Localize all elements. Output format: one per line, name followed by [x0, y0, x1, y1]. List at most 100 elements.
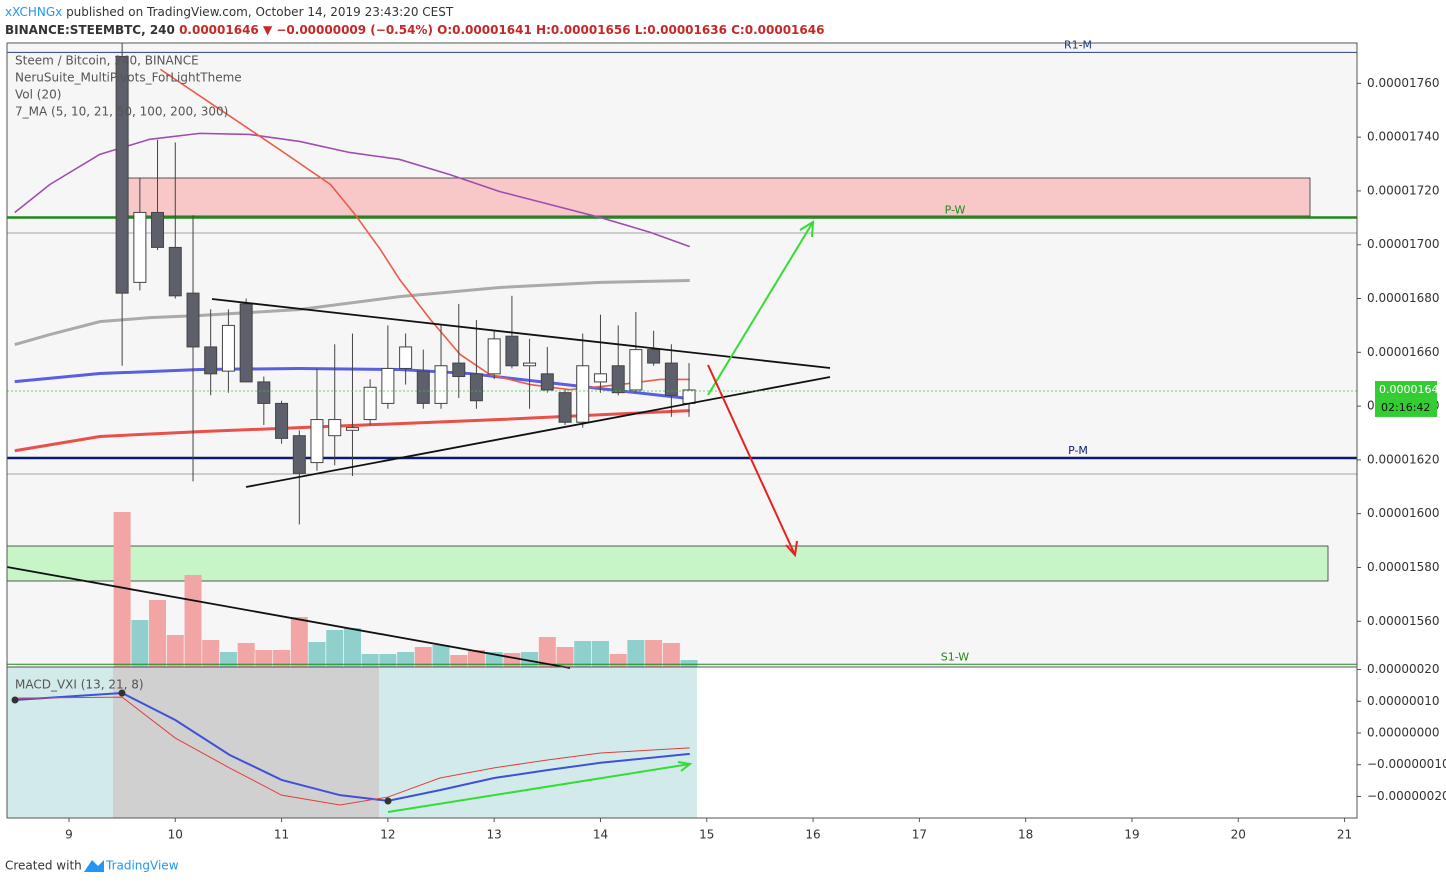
volume-bar	[131, 620, 149, 667]
volume-bar	[521, 652, 539, 667]
candle-body	[611, 365, 625, 394]
y-tick-label: 0.00001680	[1367, 291, 1440, 305]
candle-body	[399, 346, 413, 369]
demand-zone	[6, 545, 1329, 582]
x-tick-label: 21	[1337, 828, 1352, 842]
candle-body	[204, 346, 218, 375]
ohlc: L:0.00001636	[635, 23, 727, 37]
trend-line	[245, 376, 831, 488]
candle-body	[540, 373, 554, 391]
pivot-dot	[11, 696, 19, 704]
volume-bar	[237, 643, 255, 667]
volume-bar	[202, 640, 220, 667]
volume-bar	[290, 617, 308, 667]
x-tick-label: 18	[1018, 828, 1033, 842]
volume-bar	[432, 645, 450, 667]
macd-line	[14, 696, 690, 806]
y-tick-label: 0.00001580	[1367, 560, 1440, 574]
legend-line: 7_MA (5, 10, 21, 50, 100, 200, 300)	[15, 105, 228, 119]
macd-tick-label: −0.00000020	[1367, 789, 1446, 803]
candle-body	[345, 427, 359, 431]
y-tick-label: 0.00001560	[1367, 614, 1440, 628]
last-price-tag	[1375, 380, 1437, 399]
candle-body	[275, 402, 289, 439]
drawings	[6, 220, 831, 813]
symbol-line: BINANCE:STEEMBTC, 240 0.00001646 ▼ −0.00…	[5, 23, 824, 37]
candle-body	[257, 381, 271, 404]
countdown-label: 02:16:42	[1381, 401, 1430, 414]
macd-title: MACD_VXI (13, 21, 8)	[15, 678, 144, 692]
candle-body	[576, 365, 590, 423]
ma-line	[159, 68, 690, 391]
candle-body	[452, 362, 466, 378]
y-tick-label: 0.00001740	[1367, 130, 1440, 144]
volume-bar	[467, 650, 485, 667]
macd-zone	[379, 667, 697, 818]
volume-bar	[574, 641, 592, 667]
volume-bar	[149, 600, 167, 667]
pivot-dot	[118, 689, 126, 697]
y-tick-label: 0.00001700	[1367, 237, 1440, 251]
trend-line	[211, 298, 831, 369]
candle-body	[416, 370, 430, 404]
change: 0.00001646 ▼ −0.00000009 (−0.54%)	[179, 23, 433, 37]
candle-body	[593, 373, 607, 383]
volume-bar	[379, 654, 397, 667]
macd-tick-label: 0.00000000	[1367, 725, 1440, 739]
y-tick-label: 0.00001720	[1367, 183, 1440, 197]
pivot-label: S1-W	[941, 650, 970, 663]
footer-text: Created with	[5, 859, 82, 873]
legend-line: Steem / Bitcoin, 240, BINANCE	[15, 54, 199, 68]
last-price-label: 0.00001646	[1379, 383, 1445, 396]
candle-body	[186, 292, 200, 348]
trend-line	[6, 566, 571, 669]
y-tick-label: 0.00001600	[1367, 506, 1440, 520]
logo	[84, 860, 104, 872]
volume-bar	[538, 637, 556, 667]
candle-body	[239, 303, 253, 383]
volume-bar	[184, 575, 202, 667]
candle-body	[221, 324, 235, 372]
candle-body	[328, 419, 342, 437]
ohlc: C:0.00001646	[731, 23, 824, 37]
macd-line	[14, 691, 690, 802]
countdown-tag	[1375, 398, 1437, 417]
volume-bar	[450, 655, 468, 667]
candle-body	[647, 349, 661, 364]
arrow-up	[707, 220, 815, 396]
volume-bar	[219, 652, 237, 667]
volume-bar	[680, 660, 698, 667]
candle-body	[292, 435, 306, 474]
x-tick-label: 14	[593, 828, 608, 842]
candle-body	[310, 419, 324, 464]
volume-bar	[326, 630, 344, 667]
x-tick-label: 15	[699, 828, 714, 842]
y-tick-label: 0.00001620	[1367, 452, 1440, 466]
volume-bar	[556, 647, 574, 667]
macd-tick-label: 0.00000020	[1367, 662, 1440, 676]
macd-tick-label: 0.00000010	[1367, 694, 1440, 708]
volume-bar	[662, 643, 680, 667]
macd-zone	[7, 667, 113, 818]
volume-bar	[343, 628, 361, 667]
x-tick-label: 19	[1124, 828, 1139, 842]
y-tick-label: 0.00001660	[1367, 345, 1440, 359]
x-tick-label: 12	[380, 828, 395, 842]
pivot-label: P-M	[1068, 444, 1088, 457]
pivot-label: R1-M	[1064, 38, 1092, 51]
ohlc: H:0.00001656	[536, 23, 631, 37]
x-tick-label: 17	[912, 828, 927, 842]
ohlc: O:0.00001641	[437, 23, 532, 37]
volume-bar	[591, 641, 609, 667]
volume-bar	[166, 635, 184, 667]
candle-body	[381, 367, 395, 404]
legend-line: NeruSuite_MultiPivots_ForLightTheme	[15, 71, 242, 85]
arrow-down	[707, 364, 798, 558]
x-tick-label: 11	[274, 828, 289, 842]
x-tick-label: 16	[805, 828, 820, 842]
candle-body	[682, 389, 696, 404]
candle-body	[505, 335, 519, 367]
volume-bar	[308, 642, 326, 667]
symbol: BINANCE:STEEMBTC, 240	[5, 23, 175, 37]
